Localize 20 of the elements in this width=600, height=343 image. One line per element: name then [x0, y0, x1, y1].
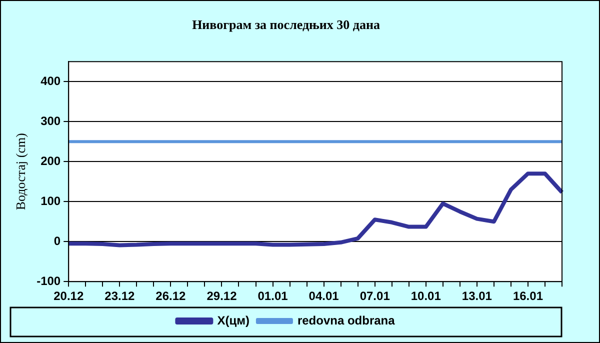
x-tick-label: 13.01 [462, 289, 492, 304]
y-tick-label: 200 [40, 154, 61, 168]
y-axis-title: Водостај (cm) [13, 133, 28, 210]
legend-label: redovna odbrana [297, 313, 396, 328]
x-tick-label: 29.12 [206, 289, 238, 304]
x-tick-label: 01.01 [258, 289, 288, 304]
y-tick-label: 0 [54, 234, 61, 248]
x-tick-label: 04.01 [308, 289, 340, 304]
y-tick-label: 100 [40, 194, 61, 208]
x-tick-label: 07.01 [360, 289, 390, 304]
x-tick-label: 26.12 [156, 289, 186, 304]
legend-label: X(цм) [217, 313, 250, 328]
y-tick-label: 300 [40, 114, 61, 128]
x-tick-label: 23.12 [104, 289, 135, 304]
x-tick-label: 20.12 [54, 289, 84, 304]
x-tick-label: 10.01 [410, 289, 442, 304]
y-tick-label: -100 [36, 274, 61, 288]
x-tick-label: 16.01 [512, 289, 544, 304]
y-tick-label: 400 [40, 74, 61, 88]
chart-title: Нивограм за последњих 30 дана [192, 17, 380, 32]
